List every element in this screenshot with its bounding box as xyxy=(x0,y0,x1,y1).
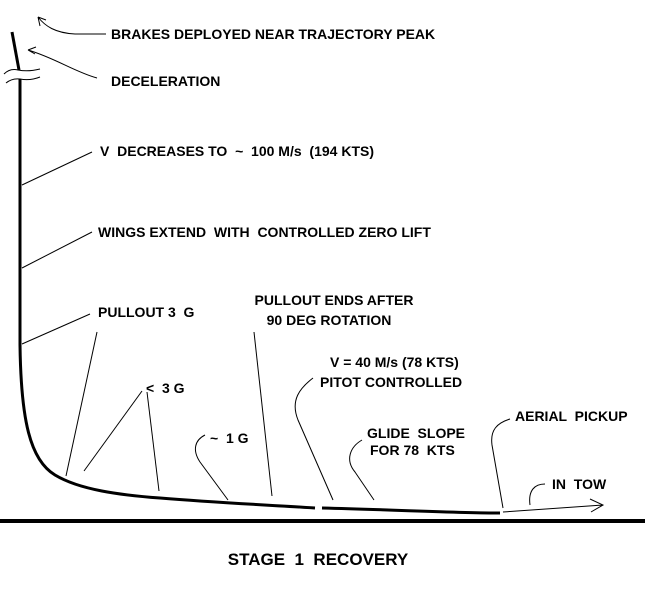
leader-deceleration xyxy=(27,46,98,79)
label-v40: V = 40 M/s (78 KTS) xyxy=(330,354,459,370)
leader-wings xyxy=(21,231,93,269)
leader-less3g-b xyxy=(146,391,160,492)
leader-pullout-curve xyxy=(65,331,98,477)
leader-v40 xyxy=(294,377,334,501)
leader-pullout-ends xyxy=(253,331,273,497)
trajectory-tow xyxy=(502,498,605,513)
label-pullout-ends-1: PULLOUT ENDS AFTER xyxy=(255,292,414,308)
label-1g: ~ 1 G xyxy=(210,430,249,446)
leader-pullout xyxy=(21,313,91,345)
leader-aerial xyxy=(491,418,511,509)
break-mark-bottom xyxy=(5,76,41,84)
label-wings-extend: WINGS EXTEND WITH CONTROLLED ZERO LIFT xyxy=(98,224,431,240)
label-less-3g: < 3 G xyxy=(146,380,185,396)
leader-less3g-a xyxy=(83,390,143,472)
label-brakes: BRAKES DEPLOYED NEAR TRAJECTORY PEAK xyxy=(111,26,435,42)
label-deceleration: DECELERATION xyxy=(111,73,220,89)
label-aerial-pickup: AERIAL PICKUP xyxy=(515,408,628,424)
leader-v-decreases xyxy=(21,151,93,186)
diagram-title: STAGE 1 RECOVERY xyxy=(228,550,409,569)
label-pitot: PITOT CONTROLLED xyxy=(320,374,462,390)
leader-1g xyxy=(194,434,229,501)
label-glide-1: GLIDE SLOPE xyxy=(367,425,465,441)
label-pullout: PULLOUT 3 G xyxy=(98,304,195,320)
label-pullout-ends-2: 90 DEG ROTATION xyxy=(267,312,392,328)
label-in-tow: IN TOW xyxy=(552,476,607,492)
label-v-decreases: V DECREASES TO ~ 100 M/s (194 KTS) xyxy=(100,143,374,159)
trajectory-glide xyxy=(321,506,501,515)
leader-in-tow xyxy=(529,483,546,506)
break-mark-top xyxy=(3,68,41,75)
trajectory-upper xyxy=(10,31,21,71)
trajectory-curve xyxy=(18,79,316,510)
leader-glide xyxy=(349,439,375,501)
label-glide-2: FOR 78 KTS xyxy=(370,442,455,458)
leader-brakes xyxy=(37,16,106,35)
